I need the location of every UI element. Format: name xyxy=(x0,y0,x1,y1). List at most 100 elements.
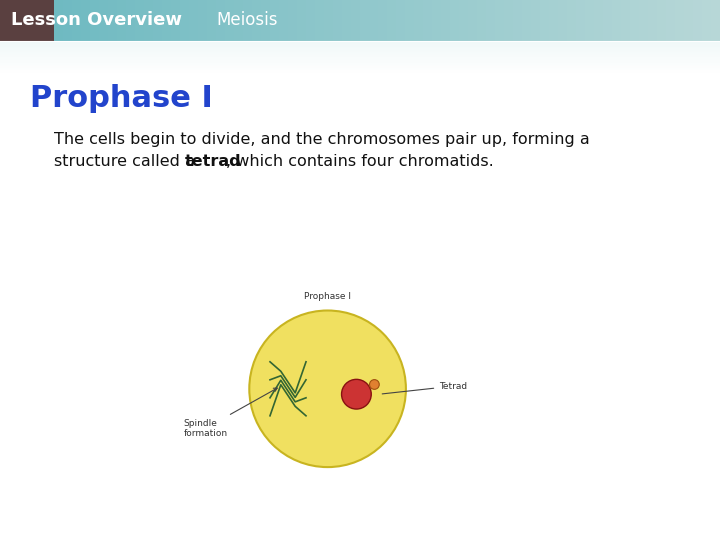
FancyBboxPatch shape xyxy=(297,0,307,40)
FancyBboxPatch shape xyxy=(693,0,703,40)
FancyBboxPatch shape xyxy=(594,0,604,40)
Ellipse shape xyxy=(369,380,379,389)
FancyBboxPatch shape xyxy=(522,0,532,40)
Text: , which contains four chromatids.: , which contains four chromatids. xyxy=(227,154,494,169)
FancyBboxPatch shape xyxy=(9,0,19,40)
FancyBboxPatch shape xyxy=(54,0,65,40)
FancyBboxPatch shape xyxy=(495,0,505,40)
FancyBboxPatch shape xyxy=(0,59,720,60)
FancyBboxPatch shape xyxy=(0,50,720,51)
FancyBboxPatch shape xyxy=(243,0,253,40)
FancyBboxPatch shape xyxy=(0,0,11,40)
FancyBboxPatch shape xyxy=(162,0,173,40)
FancyBboxPatch shape xyxy=(144,0,155,40)
FancyBboxPatch shape xyxy=(261,0,271,40)
FancyBboxPatch shape xyxy=(567,0,577,40)
Text: Spindle
formation: Spindle formation xyxy=(184,388,277,438)
FancyBboxPatch shape xyxy=(414,0,424,40)
FancyBboxPatch shape xyxy=(558,0,569,40)
FancyBboxPatch shape xyxy=(207,0,217,40)
FancyBboxPatch shape xyxy=(639,0,649,40)
FancyBboxPatch shape xyxy=(90,0,101,40)
FancyBboxPatch shape xyxy=(0,44,720,46)
FancyBboxPatch shape xyxy=(0,47,720,48)
FancyBboxPatch shape xyxy=(369,0,379,40)
Text: tetrad: tetrad xyxy=(185,154,242,169)
FancyBboxPatch shape xyxy=(333,0,343,40)
FancyBboxPatch shape xyxy=(252,0,262,40)
FancyBboxPatch shape xyxy=(0,0,54,40)
FancyBboxPatch shape xyxy=(0,46,720,47)
FancyBboxPatch shape xyxy=(108,0,119,40)
FancyBboxPatch shape xyxy=(153,0,163,40)
FancyBboxPatch shape xyxy=(126,0,137,40)
Text: The cells begin to divide, and the chromosomes pair up, forming a: The cells begin to divide, and the chrom… xyxy=(54,132,590,147)
FancyBboxPatch shape xyxy=(0,56,720,57)
FancyBboxPatch shape xyxy=(27,0,37,40)
FancyBboxPatch shape xyxy=(234,0,245,40)
FancyBboxPatch shape xyxy=(0,51,720,52)
FancyBboxPatch shape xyxy=(648,0,658,40)
FancyBboxPatch shape xyxy=(288,0,299,40)
FancyBboxPatch shape xyxy=(171,0,181,40)
FancyBboxPatch shape xyxy=(486,0,497,40)
FancyBboxPatch shape xyxy=(36,0,46,40)
Text: Prophase I: Prophase I xyxy=(30,84,213,113)
FancyBboxPatch shape xyxy=(657,0,667,40)
FancyBboxPatch shape xyxy=(468,0,478,40)
Text: Tetrad: Tetrad xyxy=(382,382,467,394)
FancyBboxPatch shape xyxy=(0,42,720,43)
FancyBboxPatch shape xyxy=(513,0,523,40)
FancyBboxPatch shape xyxy=(540,0,550,40)
FancyBboxPatch shape xyxy=(81,0,91,40)
FancyBboxPatch shape xyxy=(603,0,613,40)
FancyBboxPatch shape xyxy=(99,0,109,40)
FancyBboxPatch shape xyxy=(378,0,389,40)
FancyBboxPatch shape xyxy=(396,0,406,40)
FancyBboxPatch shape xyxy=(117,0,127,40)
FancyBboxPatch shape xyxy=(477,0,487,40)
FancyBboxPatch shape xyxy=(450,0,461,40)
FancyBboxPatch shape xyxy=(63,0,73,40)
FancyBboxPatch shape xyxy=(549,0,559,40)
FancyBboxPatch shape xyxy=(441,0,451,40)
FancyBboxPatch shape xyxy=(360,0,370,40)
FancyBboxPatch shape xyxy=(621,0,631,40)
Ellipse shape xyxy=(341,379,372,409)
FancyBboxPatch shape xyxy=(612,0,622,40)
FancyBboxPatch shape xyxy=(216,0,226,40)
FancyBboxPatch shape xyxy=(189,0,199,40)
FancyBboxPatch shape xyxy=(684,0,694,40)
FancyBboxPatch shape xyxy=(666,0,677,40)
FancyBboxPatch shape xyxy=(387,0,397,40)
FancyBboxPatch shape xyxy=(459,0,469,40)
FancyBboxPatch shape xyxy=(351,0,361,40)
FancyBboxPatch shape xyxy=(405,0,415,40)
FancyBboxPatch shape xyxy=(225,0,235,40)
FancyBboxPatch shape xyxy=(702,0,712,40)
FancyBboxPatch shape xyxy=(270,0,281,40)
FancyBboxPatch shape xyxy=(0,43,720,44)
FancyBboxPatch shape xyxy=(279,0,289,40)
Ellipse shape xyxy=(249,310,406,467)
Text: Prophase I: Prophase I xyxy=(304,292,351,301)
FancyBboxPatch shape xyxy=(342,0,353,40)
FancyBboxPatch shape xyxy=(0,55,720,56)
FancyBboxPatch shape xyxy=(711,0,720,40)
FancyBboxPatch shape xyxy=(180,0,190,40)
FancyBboxPatch shape xyxy=(423,0,433,40)
FancyBboxPatch shape xyxy=(0,57,720,59)
Text: Meiosis: Meiosis xyxy=(216,11,277,29)
FancyBboxPatch shape xyxy=(630,0,641,40)
FancyBboxPatch shape xyxy=(315,0,325,40)
Text: structure called a: structure called a xyxy=(54,154,200,169)
FancyBboxPatch shape xyxy=(432,0,442,40)
FancyBboxPatch shape xyxy=(0,52,720,53)
FancyBboxPatch shape xyxy=(576,0,587,40)
FancyBboxPatch shape xyxy=(0,53,720,55)
FancyBboxPatch shape xyxy=(0,40,720,42)
FancyBboxPatch shape xyxy=(675,0,685,40)
FancyBboxPatch shape xyxy=(72,0,82,40)
FancyBboxPatch shape xyxy=(0,48,720,50)
FancyBboxPatch shape xyxy=(531,0,541,40)
